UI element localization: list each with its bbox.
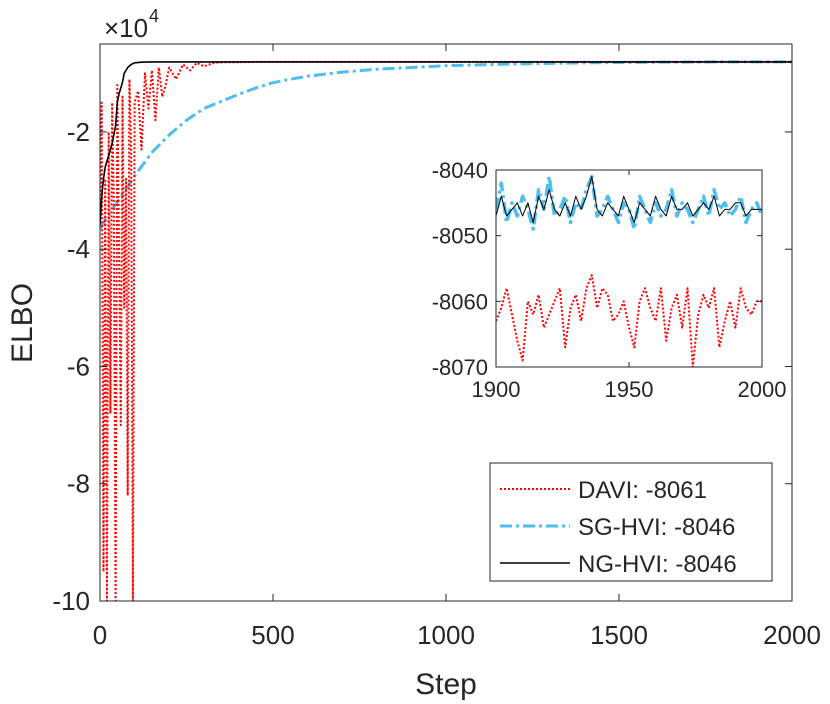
inset-x-tick-label: 1950 (605, 377, 654, 402)
inset-series-line-sg-hvi (496, 174, 762, 231)
inset-y-tick-label: -8070 (432, 355, 488, 380)
legend-label-davi: DAVI: -8061 (578, 477, 707, 504)
legend-box (489, 462, 773, 582)
legend-label-sg-hvi: SG-HVI: -8046 (578, 514, 735, 541)
y-tick-label: -6 (67, 351, 90, 381)
inset-plot-area (496, 174, 762, 367)
inset-series-line-ng-hvi (496, 176, 762, 223)
y-scale-multiplier: ×10 (104, 13, 148, 43)
legend-label-ng-hvi: NG-HVI: -8046 (578, 551, 737, 578)
y-tick-label: -8 (67, 469, 90, 499)
inset-x-tick-label: 1900 (472, 377, 521, 402)
y-axis-label: ELBO (6, 283, 39, 363)
x-tick-label: 0 (93, 620, 107, 650)
inset-x-tick-label: 2000 (738, 377, 787, 402)
y-tick-label: -2 (67, 117, 90, 147)
inset-y-tick-label: -8040 (432, 158, 488, 183)
x-tick-label: 2000 (763, 620, 821, 650)
main-plot-area (100, 60, 792, 601)
y-scale-exponent: 4 (149, 6, 159, 26)
y-tick-label: -4 (67, 234, 90, 264)
x-tick-label: 1000 (417, 620, 475, 650)
inset-y-tick-label: -8050 (432, 224, 488, 249)
y-tick-label: -10 (52, 586, 90, 616)
x-tick-label: 500 (251, 620, 294, 650)
inset-series-line-davi (496, 274, 762, 367)
series-line-sg-hvi (100, 60, 792, 230)
series-line-ng-hvi (100, 61, 792, 226)
x-axis-label: Step (415, 668, 477, 701)
x-tick-label: 1500 (590, 620, 648, 650)
inset-y-tick-label: -8060 (432, 289, 488, 314)
